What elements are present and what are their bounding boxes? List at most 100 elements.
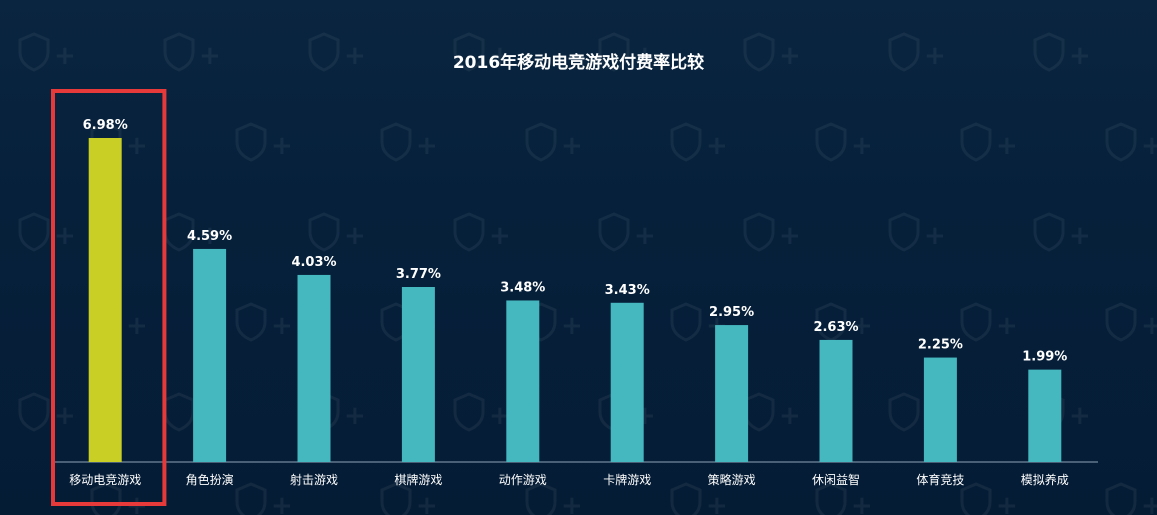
x-tick-label: 卡牌游戏: [603, 473, 651, 487]
data-label: 3.48%: [500, 280, 545, 295]
watermark-plus-icon: +: [924, 41, 946, 71]
data-label: 1.99%: [1022, 350, 1067, 365]
watermark-plus-icon: +: [344, 41, 366, 71]
watermark-plus-icon: +: [851, 311, 873, 341]
watermark-plus-icon: +: [199, 221, 221, 251]
watermark-shield-icon: [960, 302, 992, 342]
watermark-pattern: + + + + + + + + + + + + + + + + + + + + + + + + + + + + + + + + + + + + + + + +…: [18, 32, 1157, 515]
watermark-shield-icon: [598, 212, 630, 252]
data-label: 2.25%: [918, 338, 963, 353]
watermark-plus-icon: +: [489, 221, 511, 251]
data-label: 6.98%: [83, 118, 128, 133]
bar: [819, 339, 853, 462]
watermark-plus-icon: +: [561, 131, 583, 161]
watermark-plus-icon: +: [779, 221, 801, 251]
watermark-plus-icon: +: [1141, 491, 1157, 515]
watermark-shield-icon: [235, 302, 267, 342]
x-tick-label: 策略游戏: [708, 472, 756, 487]
watermark-shield-icon: [1033, 212, 1065, 252]
watermark-shield-icon: [235, 122, 267, 162]
watermark-plus-icon: +: [489, 401, 511, 431]
watermark-plus-icon: +: [706, 491, 728, 515]
watermark-shield-icon: [308, 32, 340, 72]
watermark-plus-icon: +: [54, 221, 76, 251]
watermark-plus-icon: +: [634, 41, 656, 71]
watermark-shield-icon: [743, 212, 775, 252]
watermark-shield-icon: [235, 482, 267, 515]
bar: [88, 138, 122, 462]
watermark-plus-icon: +: [634, 221, 656, 251]
watermark-plus-icon: +: [271, 491, 293, 515]
bar: [1028, 369, 1062, 462]
watermark-shield-icon: [380, 482, 412, 515]
data-label: 4.59%: [187, 229, 232, 244]
watermark-shield-icon: [18, 212, 50, 252]
watermark-shield-icon: [960, 122, 992, 162]
watermark-plus-icon: +: [126, 131, 148, 161]
watermark-shield-icon: [598, 32, 630, 72]
watermark-shield-icon: [888, 212, 920, 252]
highlight-box: [51, 89, 167, 506]
watermark-shield-icon: [743, 32, 775, 72]
x-tick-label: 移动电竞游戏: [69, 473, 141, 487]
watermark-plus-icon: +: [996, 131, 1018, 161]
watermark-plus-icon: +: [1069, 41, 1091, 71]
watermark-plus-icon: +: [851, 491, 873, 515]
x-tick-label: 动作游戏: [499, 473, 547, 487]
watermark-plus-icon: +: [779, 41, 801, 71]
watermark-plus-icon: +: [344, 401, 366, 431]
watermark-shield-icon: [670, 122, 702, 162]
watermark-plus-icon: +: [416, 491, 438, 515]
watermark-shield-icon: [380, 122, 412, 162]
watermark-plus-icon: +: [561, 311, 583, 341]
bar: [610, 302, 644, 462]
watermark-shield-icon: [888, 392, 920, 432]
watermark-shield-icon: [525, 482, 557, 515]
watermark-plus-icon: +: [561, 491, 583, 515]
bar: [923, 357, 957, 462]
bar: [715, 325, 749, 462]
watermark-shield-icon: [743, 392, 775, 432]
watermark-plus-icon: +: [924, 221, 946, 251]
watermark-plus-icon: +: [344, 221, 366, 251]
watermark-shield-icon: [1105, 122, 1137, 162]
x-tick-label: 体育竞技: [916, 472, 964, 487]
watermark-plus-icon: +: [271, 311, 293, 341]
x-tick-label: 棋牌游戏: [394, 473, 442, 487]
watermark-shield-icon: [1033, 32, 1065, 72]
data-label: 3.43%: [605, 283, 650, 298]
watermark-plus-icon: +: [851, 131, 873, 161]
watermark-shield-icon: [1105, 482, 1137, 515]
watermark-plus-icon: +: [1141, 311, 1157, 341]
chart-title: 2016年移动电竞游戏付费率比较: [452, 53, 705, 73]
watermark-shield-icon: [670, 302, 702, 342]
data-label: 2.95%: [709, 305, 754, 320]
bar: [401, 287, 435, 462]
watermark-shield-icon: [18, 32, 50, 72]
x-tick-label: 休闲益智: [812, 472, 860, 487]
watermark-plus-icon: +: [996, 311, 1018, 341]
x-tick-label: 模拟养成: [1021, 472, 1069, 487]
watermark-plus-icon: +: [1141, 131, 1157, 161]
watermark-plus-icon: +: [199, 41, 221, 71]
watermark-plus-icon: +: [416, 131, 438, 161]
bar: [297, 274, 331, 462]
watermark-shield-icon: [1105, 302, 1137, 342]
data-label: 4.03%: [291, 255, 336, 270]
x-tick-label: 角色扮演: [186, 472, 234, 487]
x-tick-label: 射击游戏: [290, 472, 338, 487]
watermark-shield-icon: [18, 392, 50, 432]
watermark-shield-icon: [453, 32, 485, 72]
bar: [193, 248, 227, 462]
watermark-shield-icon: [90, 482, 122, 515]
data-label: 3.77%: [396, 267, 441, 282]
watermark-shield-icon: [163, 32, 195, 72]
watermark-plus-icon: +: [1069, 401, 1091, 431]
watermark-plus-icon: +: [1069, 221, 1091, 251]
watermark-plus-icon: +: [706, 131, 728, 161]
watermark-shield-icon: [888, 32, 920, 72]
watermark-plus-icon: +: [996, 491, 1018, 515]
watermark-shield-icon: [525, 122, 557, 162]
